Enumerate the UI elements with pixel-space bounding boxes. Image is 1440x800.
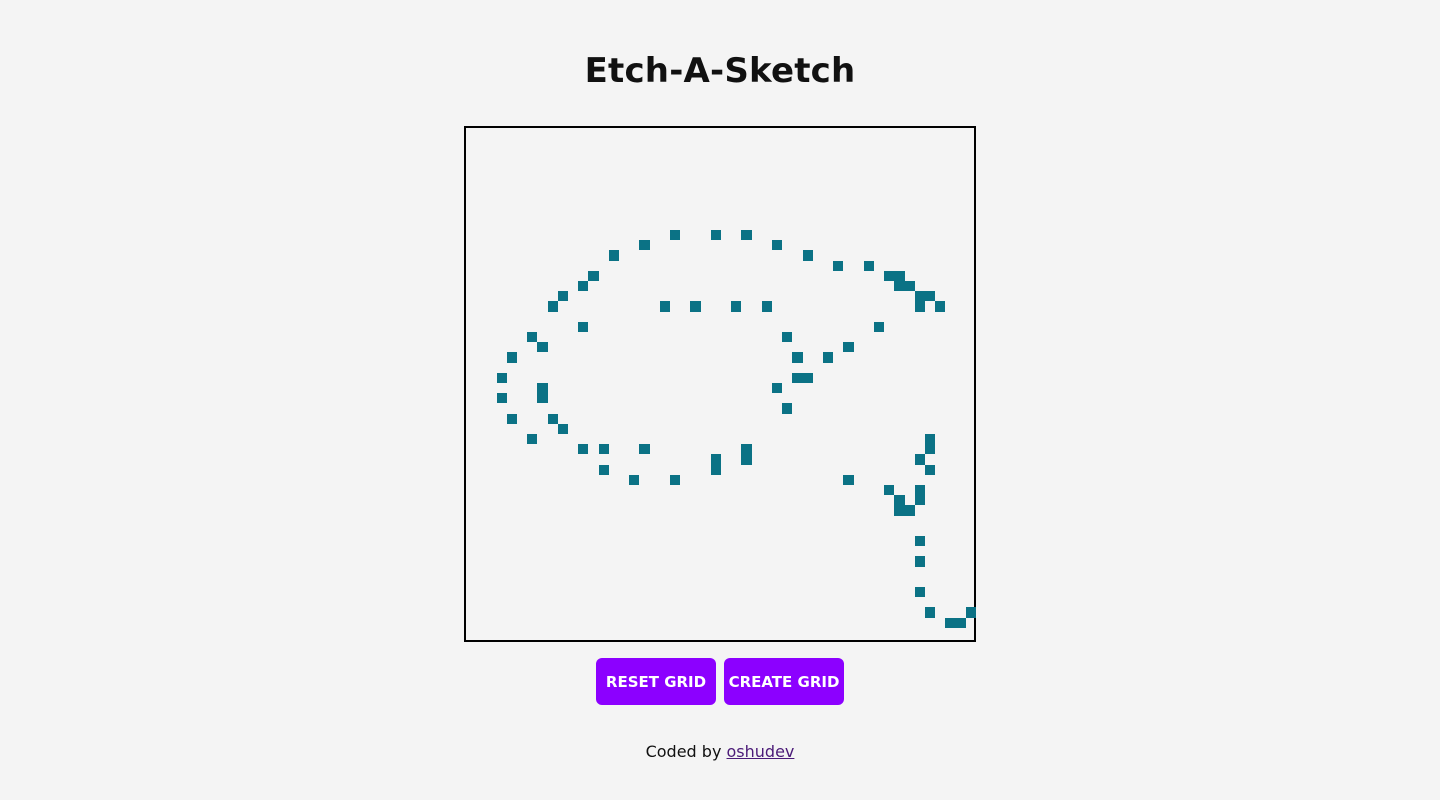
grid-cell-filled[interactable] [914,454,925,465]
grid-cell-filled[interactable] [761,301,772,312]
grid-cell-filled[interactable] [914,301,925,312]
grid-cell-filled[interactable] [823,352,834,363]
grid-cell-filled[interactable] [506,352,517,363]
grid-cell-filled[interactable] [914,495,925,506]
grid-cell-filled[interactable] [772,240,783,251]
grid-cell-filled[interactable] [588,270,599,281]
grid-cell-filled[interactable] [741,230,752,241]
grid-cell-filled[interactable] [578,444,589,455]
grid-cell-filled[interactable] [527,332,538,343]
sketch-board[interactable] [464,126,976,642]
grid-cell-filled[interactable] [925,607,936,618]
sketch-grid[interactable] [466,128,976,638]
grid-cell-filled[interactable] [690,301,701,312]
grid-cell-filled[interactable] [863,260,874,271]
grid-cell-filled[interactable] [914,587,925,598]
footer-credit: Coded by oshudev [0,741,1440,763]
button-group: RESET GRID CREATE GRID [0,658,1440,705]
grid-cell-filled[interactable] [782,332,793,343]
grid-cell-filled[interactable] [894,495,905,506]
reset-grid-button[interactable]: RESET GRID [596,658,716,705]
grid-cell-filled[interactable] [782,403,793,414]
grid-cell-filled[interactable] [904,281,915,292]
grid-cell-filled[interactable] [904,505,915,516]
grid-cell-filled[interactable] [925,434,936,445]
grid-cell-filled[interactable] [670,230,681,241]
grid-cell-filled[interactable] [670,474,681,485]
grid-cell-filled[interactable] [802,372,813,383]
grid-cell-filled[interactable] [598,444,609,455]
grid-cell-filled[interactable] [955,617,966,628]
grid-cell-filled[interactable] [578,321,589,332]
grid-cell-filled[interactable] [914,291,925,302]
grid-cell-filled[interactable] [557,291,568,302]
grid-cell-filled[interactable] [741,454,752,465]
grid-cell-filled[interactable] [843,342,854,353]
grid-cell-filled[interactable] [884,270,895,281]
grid-cell-filled[interactable] [710,230,721,241]
grid-cell-filled[interactable] [659,301,670,312]
grid-cell-filled[interactable] [833,260,844,271]
grid-cell-filled[interactable] [506,413,517,424]
grid-cell-filled[interactable] [629,474,640,485]
grid-cell-filled[interactable] [639,444,650,455]
grid-cell-filled[interactable] [914,536,925,547]
grid-cell-filled[interactable] [731,301,742,312]
grid-cell-filled[interactable] [894,270,905,281]
grid-cell-filled[interactable] [537,393,548,404]
grid-cell-filled[interactable] [792,352,803,363]
grid-cell-filled[interactable] [843,474,854,485]
grid-cell-filled[interactable] [496,393,507,404]
grid-cell-filled[interactable] [527,434,538,445]
grid-cell-filled[interactable] [792,372,803,383]
grid-cell-filled[interactable] [894,505,905,516]
grid-cell-filled[interactable] [537,383,548,394]
grid-cell-filled[interactable] [608,250,619,261]
grid-cell-filled[interactable] [710,464,721,475]
create-grid-button[interactable]: CREATE GRID [724,658,844,705]
grid-cell-filled[interactable] [925,291,936,302]
grid-cell-filled[interactable] [965,607,976,618]
grid-cell-filled[interactable] [935,301,946,312]
grid-cell-filled[interactable] [547,413,558,424]
grid-cell-filled[interactable] [639,240,650,251]
grid-cell-filled[interactable] [874,321,885,332]
grid-cell-filled[interactable] [945,617,956,628]
grid-cell-filled[interactable] [772,383,783,394]
grid-cell-filled[interactable] [496,372,507,383]
page-title: Etch-A-Sketch [584,51,856,91]
grid-cell-filled[interactable] [894,281,905,292]
grid-cell-filled[interactable] [557,423,568,434]
grid-cell-filled[interactable] [802,250,813,261]
grid-cell-filled[interactable] [884,485,895,496]
grid-cell-filled[interactable] [547,301,558,312]
grid-cell-filled[interactable] [578,281,589,292]
grid-cell-filled[interactable] [914,556,925,567]
grid-cell-filled[interactable] [925,444,936,455]
grid-cell-filled[interactable] [741,444,752,455]
credit-prefix: Coded by [645,742,722,761]
grid-cell-filled[interactable] [537,342,548,353]
grid-cell-filled[interactable] [925,464,936,475]
grid-cell-filled[interactable] [598,464,609,475]
author-link[interactable]: oshudev [726,742,795,761]
grid-cell-filled[interactable] [710,454,721,465]
grid-cell-filled[interactable] [914,485,925,496]
